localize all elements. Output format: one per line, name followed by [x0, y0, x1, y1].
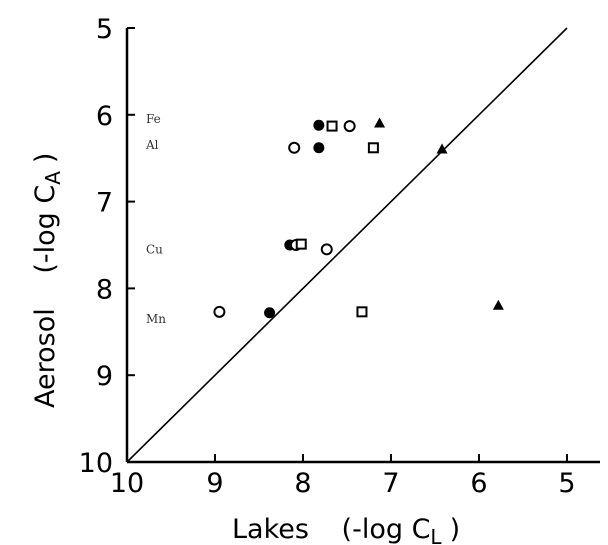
- element-label-al: Al: [145, 138, 159, 152]
- one-to-one-line: [126, 27, 568, 463]
- open-square-point: [367, 142, 379, 154]
- filled-circle-point: [313, 142, 325, 154]
- y-tick-label: 10: [79, 448, 113, 479]
- x-tick-label: 8: [294, 468, 311, 499]
- y-axis-title: Aerosol (-log CA): [30, 153, 65, 408]
- y-tick-label: 8: [96, 274, 113, 305]
- open-circle-point: [320, 243, 333, 256]
- y-tick-label: 6: [96, 101, 113, 132]
- x-tick-label: 10: [110, 468, 144, 499]
- axes: [125, 28, 600, 464]
- filled-triangle-point: [492, 299, 504, 310]
- y-axis-expr: (-log C: [30, 185, 61, 274]
- x-axis-sub: L: [430, 525, 442, 545]
- open-square-point: [356, 306, 368, 318]
- data-points: [213, 117, 504, 319]
- x-tick-label: 6: [470, 468, 487, 499]
- x-axis-expr: (-log C: [342, 514, 431, 545]
- element-label-cu: Cu: [146, 242, 163, 256]
- x-axis-title: Lakes (-log CL): [232, 514, 460, 545]
- ticks: [126, 27, 568, 463]
- y-axis-close: ): [30, 153, 61, 164]
- open-square-point: [326, 120, 338, 132]
- y-tick-label: 9: [96, 361, 113, 392]
- x-tick-label: 9: [206, 468, 223, 499]
- filled-circle-point: [313, 119, 325, 131]
- open-square-point: [295, 238, 307, 250]
- x-axis-close: ): [450, 514, 461, 545]
- filled-triangle-point: [374, 117, 386, 128]
- x-tick-label: 5: [558, 468, 575, 499]
- element-label-fe: Fe: [146, 112, 161, 126]
- y-tick-label: 7: [96, 188, 113, 219]
- x-axis-label: Lakes: [232, 514, 309, 545]
- filled-triangle-point: [436, 143, 448, 154]
- open-circle-point: [213, 305, 226, 318]
- y-tick-label: 5: [96, 14, 113, 45]
- element-labels: Fe Al Cu Mn: [145, 112, 166, 326]
- x-tick-label: 7: [382, 468, 399, 499]
- y-axis-label: Aerosol: [30, 308, 61, 408]
- tick-labels: 10 9 8 7 6 5 5 6 7 8 9 10: [79, 14, 576, 499]
- filled-circle-point: [264, 307, 276, 319]
- open-circle-point: [288, 141, 301, 154]
- y-axis-sub: A: [41, 171, 65, 185]
- element-label-mn: Mn: [146, 312, 166, 326]
- open-circle-point: [343, 120, 356, 133]
